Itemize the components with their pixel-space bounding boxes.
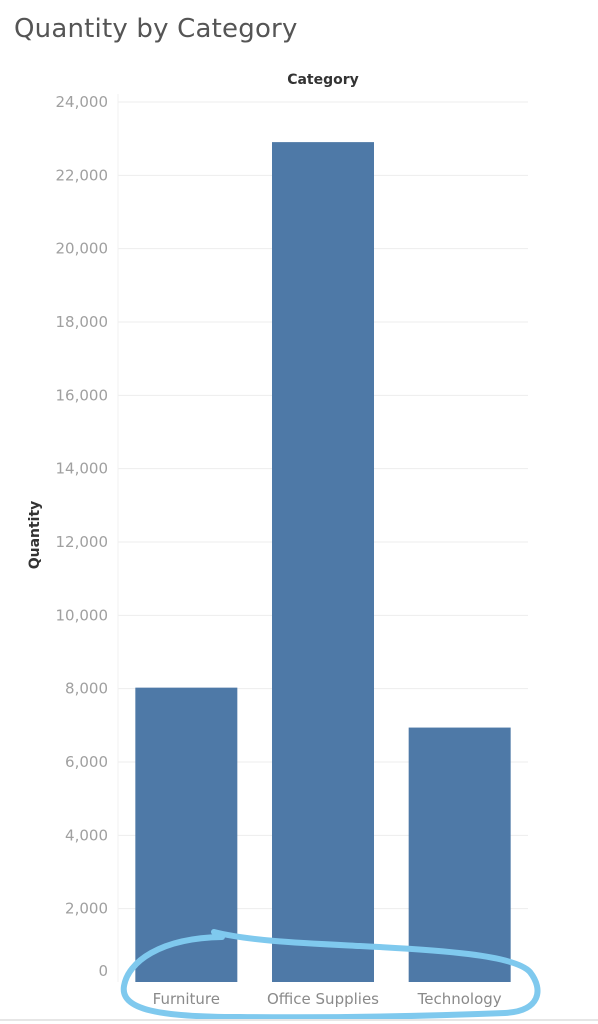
bars: [135, 142, 511, 982]
y-tick-label: 2,000: [65, 900, 108, 918]
y-tick-label: 20,000: [56, 240, 109, 258]
y-tick-label: 0: [98, 962, 108, 980]
bottom-divider: [0, 1019, 598, 1021]
y-tick-label: 6,000: [65, 753, 108, 771]
x-axis-categories: Furniture Office Supplies Technology: [153, 990, 502, 1008]
y-tick-label: 10,000: [56, 606, 109, 624]
x-category-label: Technology: [417, 990, 502, 1008]
y-axis-title: Quantity: [27, 501, 43, 570]
chart-title: Quantity by Category: [14, 14, 298, 44]
x-category-label: Furniture: [153, 990, 220, 1008]
column-header: Category: [287, 72, 359, 88]
x-category-label: Office Supplies: [267, 990, 379, 1008]
y-tick-label: 16,000: [56, 386, 109, 404]
y-tick-label: 22,000: [56, 166, 109, 184]
y-tick-label: 18,000: [56, 313, 109, 331]
y-tick-label: 14,000: [56, 460, 109, 478]
annotation-circle: [120, 929, 541, 1021]
y-tick-label: 24,000: [56, 93, 109, 111]
y-axis-ticks: 0 2,000 4,000 6,000 8,000 10,000 12,000 14,000 1…: [56, 93, 109, 980]
y-tick-label: 8,000: [65, 680, 108, 698]
y-tick-label: 4,000: [65, 826, 108, 844]
bar-technology[interactable]: [408, 727, 511, 982]
bar-office-supplies[interactable]: [272, 142, 374, 982]
y-tick-label: 12,000: [56, 533, 109, 551]
